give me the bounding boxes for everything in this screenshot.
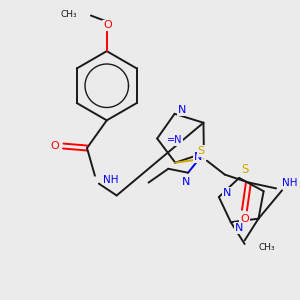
Text: N: N xyxy=(182,177,190,187)
Text: O: O xyxy=(103,20,112,30)
Text: N: N xyxy=(223,188,231,198)
Text: N: N xyxy=(194,152,202,162)
Text: N: N xyxy=(235,223,243,233)
Text: NH: NH xyxy=(103,175,118,185)
Text: O: O xyxy=(50,141,59,151)
Text: S: S xyxy=(242,164,249,176)
Text: NH: NH xyxy=(282,178,298,188)
Text: CH₃: CH₃ xyxy=(259,243,275,252)
Text: S: S xyxy=(197,146,205,156)
Text: O: O xyxy=(240,214,249,224)
Text: N: N xyxy=(178,105,187,115)
Text: =N: =N xyxy=(167,136,183,146)
Text: CH₃: CH₃ xyxy=(61,10,77,19)
